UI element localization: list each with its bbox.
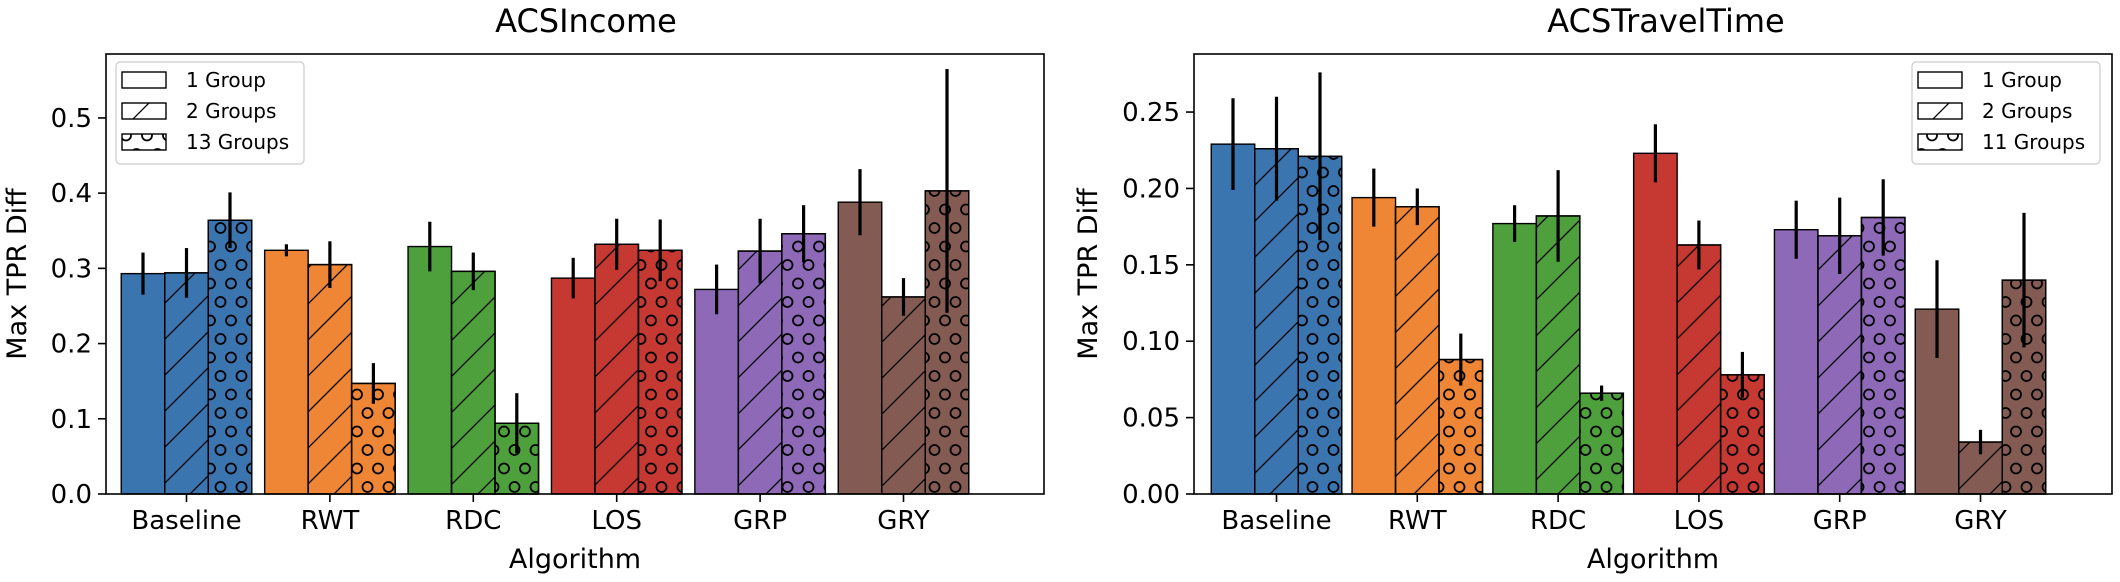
bar-grp-2-groups-hatch (737, 250, 783, 495)
bar-baseline-11-groups-hatch (1297, 155, 1343, 495)
bars (1210, 72, 2047, 495)
bar-baseline-1-group (120, 272, 166, 495)
bar-baseline-13-groups-hatch (207, 219, 253, 495)
y-tick-label: 0.5 (51, 104, 92, 134)
y-tick-label: 0.1 (51, 405, 92, 435)
x-axis: Baseline RWT RDC LOS GRP GRY (131, 494, 930, 536)
legend: 1 Group 2 Groups 13 Groups (115, 61, 305, 165)
x-tick-label-rdc: RDC (1530, 506, 1586, 536)
bar-grp-2-groups-hatch (1817, 235, 1863, 495)
x-tick-label-grp: GRP (1813, 506, 1867, 536)
bar-rdc-1-group (407, 245, 453, 495)
y-tick-label: 0.3 (51, 254, 92, 284)
x-tick-label-rwt: RWT (1388, 506, 1447, 536)
x-axis-label: Algorithm (509, 544, 641, 575)
bar-los-2-groups-hatch (594, 243, 640, 495)
bar-rdc-11-groups-hatch (1579, 392, 1625, 495)
y-tick-label: 0.00 (1122, 480, 1180, 510)
bar-rdc-2-groups-hatch (1535, 215, 1581, 495)
y-axis: 0.00 0.05 0.10 0.15 0.20 0.25 (1122, 98, 1194, 510)
y-tick-label: 0.25 (1122, 98, 1180, 128)
bar-grp-11-groups-hatch (1860, 216, 1906, 495)
chart-acstraveltime: ACSTravelTime 0.00 0.05 0.10 0.15 0.20 0.25 B… (1073, 2, 2113, 575)
bar-grp-13-groups-hatch (781, 233, 827, 495)
legend-swatch-2-groups (121, 102, 167, 120)
bar-los-1-group (550, 277, 596, 495)
bar-rdc-2-groups-hatch (450, 270, 496, 495)
bar-gry-1-group (837, 201, 883, 495)
bar-grp-1-group (694, 288, 740, 495)
y-tick-label: 0.0 (51, 480, 92, 510)
legend-label-13-groups: 13 Groups (186, 130, 289, 154)
plot-frame (105, 53, 1045, 495)
bar-baseline-2-groups-hatch (164, 272, 209, 495)
chart-acsincome: ACSIncome 0.0 0.1 0.2 0.3 0.4 0.5 Baseline RWT… (2, 2, 1045, 575)
legend-label-1-group: 1 Group (1982, 68, 2062, 92)
legend-swatch-2-groups (1917, 102, 1963, 120)
legend: 1 Group 2 Groups 11 Groups (1911, 61, 2101, 165)
bar-grp-1-group (1773, 228, 1819, 495)
y-axis-label: Max TPR Diff (2, 187, 33, 360)
bar-rwt-2-groups-hatch (1394, 206, 1440, 495)
x-tick-label-rdc: RDC (445, 506, 501, 536)
x-axis-label: Algorithm (1587, 544, 1719, 575)
bar-baseline-2-groups-hatch (1254, 148, 1299, 495)
y-tick-label: 0.10 (1122, 327, 1180, 357)
bar-los-13-groups-hatch (637, 249, 683, 495)
legend-label-2-groups: 2 Groups (186, 99, 276, 123)
y-tick-label: 0.4 (51, 179, 92, 209)
x-tick-label-gry: GRY (1954, 506, 2007, 536)
y-tick-label: 0.20 (1122, 174, 1180, 204)
y-tick-label: 0.15 (1122, 251, 1180, 281)
y-axis-label: Max TPR Diff (1073, 187, 1104, 360)
x-tick-label-los: LOS (1674, 506, 1725, 536)
bar-baseline-1-group (1210, 143, 1256, 495)
bar-rwt-2-groups-hatch (307, 263, 353, 495)
y-tick-label: 0.2 (51, 330, 92, 360)
chart-title: ACSTravelTime (1547, 2, 1784, 40)
x-tick-label-rwt: RWT (301, 506, 360, 536)
bar-rdc-1-group (1492, 222, 1538, 495)
bar-rwt-1-group (1351, 196, 1397, 495)
y-axis: 0.0 0.1 0.2 0.3 0.4 0.5 (51, 104, 106, 510)
bars (120, 69, 970, 495)
legend-swatch-11-groups (1917, 133, 1963, 151)
chart-title: ACSIncome (495, 2, 677, 40)
y-tick-label: 0.05 (1122, 404, 1180, 434)
x-tick-label-baseline: Baseline (131, 506, 241, 536)
bar-gry-2-groups-hatch (881, 296, 926, 495)
legend-swatch-1-group (1917, 71, 1963, 89)
legend-label-2-groups: 2 Groups (1982, 99, 2072, 123)
bar-rwt-1-group (263, 249, 309, 495)
plot-frame (1193, 53, 2113, 495)
legend-label-1-group: 1 Group (186, 68, 266, 92)
bar-los-1-group (1632, 152, 1678, 495)
legend-label-11-groups: 11 Groups (1982, 130, 2085, 154)
x-tick-label-grp: GRP (733, 506, 787, 536)
x-axis: Baseline RWT RDC LOS GRP GRY (1221, 494, 2007, 536)
x-tick-label-baseline: Baseline (1221, 506, 1331, 536)
legend-swatch-1-group (121, 71, 167, 89)
x-tick-label-gry: GRY (877, 506, 930, 536)
legend-swatch-13-groups (121, 133, 167, 151)
bar-los-2-groups-hatch (1676, 244, 1722, 495)
x-tick-label-los: LOS (591, 506, 642, 536)
